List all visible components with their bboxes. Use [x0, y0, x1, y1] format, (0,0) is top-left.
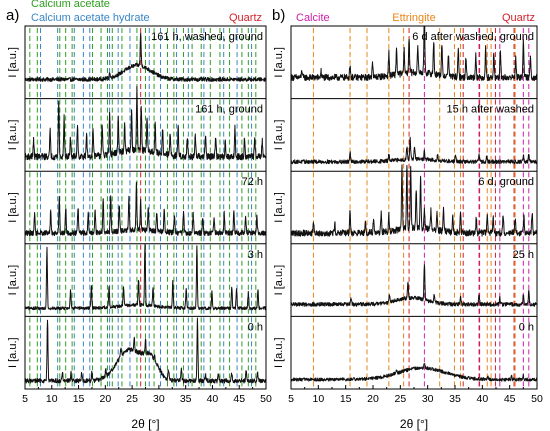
x-tick-label: 20: [99, 393, 111, 405]
x-tick-label: 15: [73, 393, 85, 405]
trace-series: [291, 26, 537, 82]
x-tick-label: 5: [22, 393, 28, 405]
x-tick-label: 45: [233, 393, 245, 405]
legend-entry: Quartz: [502, 12, 535, 24]
traces: [25, 32, 266, 384]
trace-series: [25, 243, 266, 311]
trace-series: [25, 317, 266, 384]
series-label: 3 h: [248, 249, 263, 261]
reference-lines: [312, 28, 530, 388]
series-label: 25 h: [513, 249, 534, 261]
legend-entry: Calcite: [296, 12, 330, 24]
y-axis-label: I [a.u.]: [273, 265, 285, 296]
reference-lines: [29, 28, 257, 388]
series-label: 6 d after washed, ground: [412, 31, 534, 43]
x-tick-label: 40: [476, 393, 488, 405]
legend-entry: Quartz: [229, 12, 262, 24]
x-tick-label: 35: [180, 393, 192, 405]
series-label: 161 h, ground: [195, 104, 263, 116]
legend-entry: Calcium acetate hydrate: [31, 12, 150, 24]
series-label: 6 d, ground: [478, 176, 534, 188]
x-tick-label: 25: [394, 393, 406, 405]
x-axis-label: 2θ [°]: [131, 417, 159, 431]
series-label: 72 h: [242, 176, 263, 188]
trace-series: [25, 181, 266, 237]
trace-series: [25, 85, 266, 161]
trace-series: [25, 32, 266, 82]
panel-a: a) Calcium acetate Calcium acetate hydrate…: [6, 0, 272, 431]
y-axis-label: I [a.u.]: [7, 337, 19, 368]
x-tick-label: 50: [260, 393, 272, 405]
x-tick-label: 30: [153, 393, 165, 405]
y-axis-label: I [a.u.]: [7, 120, 19, 151]
trace-series: [291, 164, 537, 237]
legend-entry: Calcium acetate: [31, 0, 110, 10]
x-tick-label: 35: [449, 393, 461, 405]
x-tick-label: 20: [367, 393, 379, 405]
x-tick-label: 45: [504, 393, 516, 405]
series-label: 161 h, washed, ground: [151, 31, 263, 43]
y-axis-label: I [a.u.]: [7, 265, 19, 296]
x-axis-label: 2θ [°]: [400, 417, 428, 431]
trace-series: [291, 136, 537, 165]
x-tick-label: 30: [422, 393, 434, 405]
x-tick-label: 5: [288, 393, 294, 405]
y-axis-label: I [a.u.]: [273, 337, 285, 368]
x-tick-label: 25: [126, 393, 138, 405]
x-tick-label: 10: [312, 393, 324, 405]
x-tick-label: 15: [340, 393, 352, 405]
panel-label: b): [272, 7, 285, 24]
traces: [291, 26, 537, 382]
y-axis-label: I [a.u.]: [7, 192, 19, 223]
panel-label: a): [6, 7, 19, 24]
x-tick-label: 10: [46, 393, 58, 405]
x-tick-label: 50: [531, 393, 543, 405]
y-axis-label: I [a.u.]: [273, 120, 285, 151]
y-axis-label: I [a.u.]: [273, 47, 285, 78]
trace-series: [291, 264, 537, 307]
series-label: 15 h after washed: [447, 104, 534, 116]
trace-series: [291, 363, 537, 382]
legend-entry: Ettringite: [392, 12, 435, 24]
panel-b: b) Calcite Ettringite Quartz 6 d after washe…: [272, 7, 543, 431]
series-label: 0 h: [519, 321, 534, 333]
x-tick-label: 40: [207, 393, 219, 405]
series-label: 0 h: [248, 321, 263, 333]
y-axis-label: I [a.u.]: [273, 192, 285, 223]
y-axis-label: I [a.u.]: [7, 47, 19, 78]
